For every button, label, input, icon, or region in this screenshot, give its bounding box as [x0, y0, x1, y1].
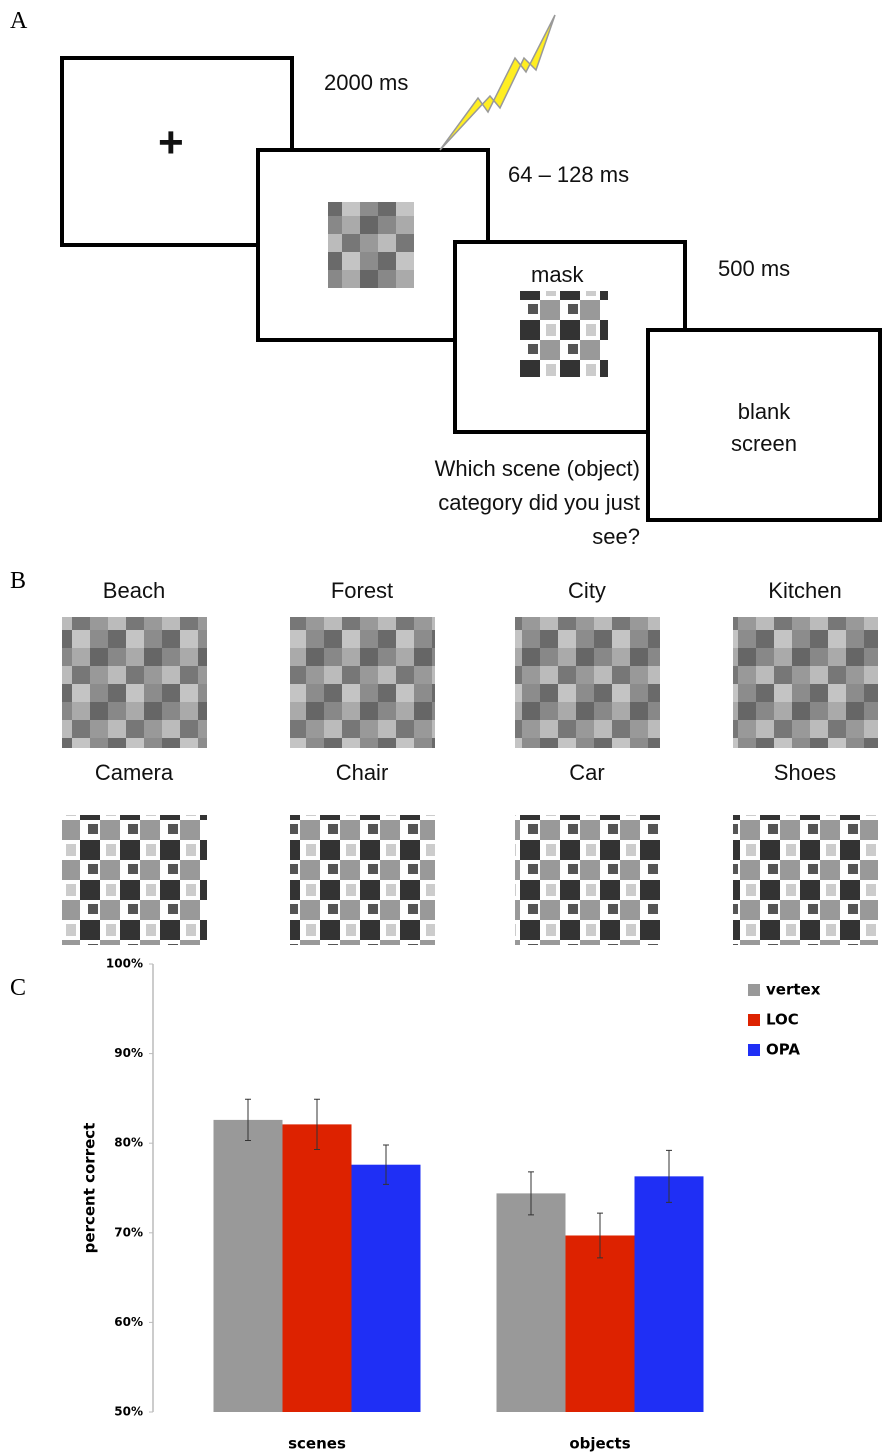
stimulus-label: Chair: [282, 760, 442, 786]
y-tick-label: 60%: [114, 1315, 143, 1329]
legend-swatch: [748, 984, 760, 996]
object-image: [290, 815, 435, 945]
duration-label: 2000 ms: [324, 70, 408, 96]
blank-label: blank screen: [724, 396, 804, 460]
panel-label: B: [10, 568, 26, 595]
stimulus-label: City: [507, 578, 667, 604]
y-tick-label: 50%: [114, 1405, 143, 1419]
legend-swatch: [748, 1044, 760, 1056]
y-axis-label: percent correct: [81, 1123, 99, 1254]
scene-image: [62, 617, 207, 748]
bar: [214, 1120, 283, 1412]
page: percent correct 50% 60% 70% 80% 90% 100% scene…: [0, 0, 884, 1454]
bar: [352, 1165, 421, 1412]
scene-image: [515, 617, 660, 748]
bar: [566, 1235, 635, 1412]
y-tick-label: 90%: [114, 1046, 143, 1060]
mask-label: mask: [531, 262, 584, 288]
object-image: [733, 815, 878, 945]
legend-label: vertex: [766, 981, 821, 999]
x-tick-label: scenes: [288, 1435, 346, 1453]
panel-label: C: [10, 975, 26, 1002]
x-tick-label: objects: [569, 1435, 630, 1453]
stimulus-label: Beach: [54, 578, 214, 604]
stimulus-label: Forest: [282, 578, 442, 604]
legend-swatch: [748, 1014, 760, 1026]
mask-image: [520, 291, 608, 377]
object-image: [62, 815, 207, 945]
legend-label: LOC: [766, 1011, 799, 1029]
stimulus-label: Camera: [54, 760, 214, 786]
stimulus-label: Kitchen: [725, 578, 884, 604]
question: Which scene (object) category did you ju…: [398, 452, 640, 554]
y-tick-label: 70%: [114, 1225, 143, 1239]
scene-image: [733, 617, 878, 748]
panel-label: A: [10, 8, 27, 35]
tms-pulse: [440, 15, 555, 150]
scene-image: [290, 617, 435, 748]
legend-label: OPA: [766, 1041, 800, 1059]
object-image: [515, 815, 660, 945]
y-tick-label: 80%: [114, 1136, 143, 1150]
y-tick-label: 100%: [106, 957, 143, 971]
bar: [635, 1176, 704, 1412]
duration-label: 64 – 128 ms: [508, 162, 629, 188]
stimulus-label: Shoes: [725, 760, 884, 786]
bar: [283, 1124, 352, 1412]
stimulus-label: Car: [507, 760, 667, 786]
bar: [497, 1193, 566, 1412]
stimulus-image: [328, 202, 414, 288]
fixation-cross: +: [158, 118, 184, 168]
duration-label: 500 ms: [718, 256, 790, 282]
figure: percent correct 50% 60% 70% 80% 90% 100% scene…: [0, 0, 884, 1454]
